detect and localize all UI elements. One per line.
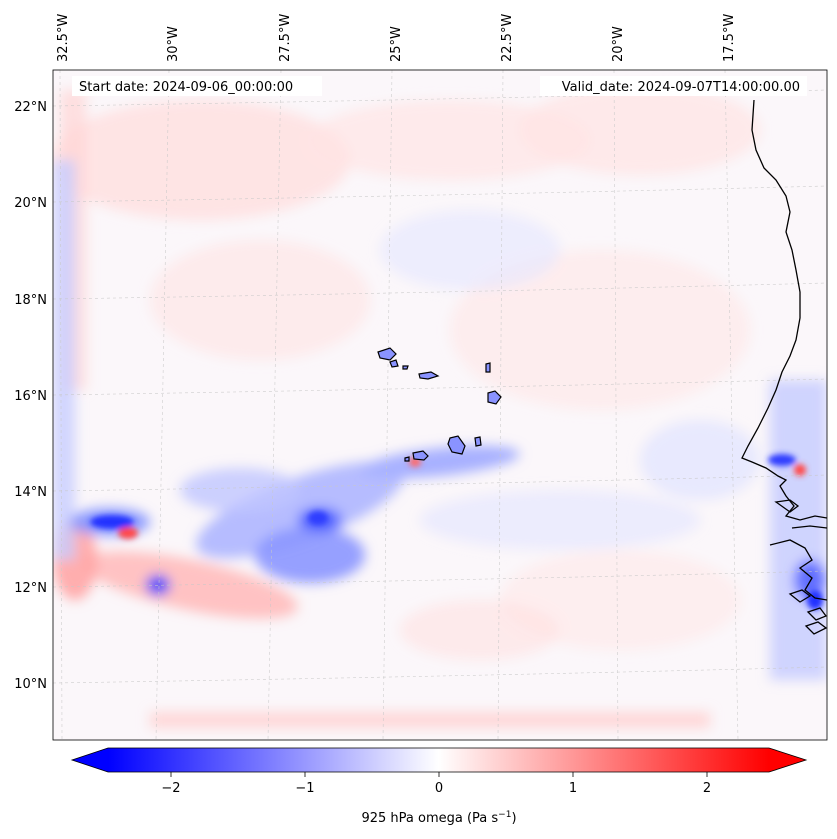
lat-label: 18°N <box>14 293 47 308</box>
colorbar-ticks <box>170 772 708 777</box>
colorbar-tick-label: −2 <box>161 781 180 796</box>
colorbar-title-main: 925 hPa omega (Pa s <box>361 811 498 826</box>
lon-label: 25°W <box>389 26 404 62</box>
coastline <box>741 99 827 635</box>
colorbar-title: 925 hPa omega (Pa s−1) <box>361 810 516 826</box>
start-date-label: Start date: 2024-09-06_00:00:00 <box>79 80 293 95</box>
colorbar-extend-min <box>72 748 108 772</box>
longitude-labels: 32.5°W 30°W 27.5°W 25°W 22.5°W 20°W 17.5… <box>56 14 737 62</box>
gridlines <box>53 70 827 740</box>
lon-label: 32.5°W <box>56 14 71 62</box>
colorbar: −2 −1 0 1 2 925 hPa omega (Pa s−1) <box>70 747 808 826</box>
colorbar-tick-label: −1 <box>295 781 314 796</box>
lat-label: 22°N <box>14 100 47 115</box>
omega-field <box>53 85 827 728</box>
colorbar-extend-max <box>769 748 806 772</box>
start-date-box <box>72 76 322 96</box>
lon-label: 30°W <box>166 26 181 62</box>
map-panel <box>53 70 827 740</box>
lat-label: 10°N <box>14 677 47 692</box>
map-frame <box>52 69 828 741</box>
colorbar-tick-label: 1 <box>569 781 577 796</box>
valid-date-label: Valid_date: 2024-09-07T14:00:00.00 <box>562 80 800 95</box>
colorbar-title-exp: −1 <box>498 810 511 820</box>
lat-label: 14°N <box>14 485 47 500</box>
colorbar-ramp <box>108 748 769 772</box>
lon-label: 27.5°W <box>278 14 293 62</box>
lon-label: 22.5°W <box>500 14 515 62</box>
latitude-labels: 22°N 20°N 18°N 16°N 14°N 12°N 10°N <box>14 100 47 692</box>
colorbar-tick-label: 0 <box>435 781 443 796</box>
colorbar-tick-label: 2 <box>703 781 711 796</box>
cape-verde-islands <box>377 347 502 462</box>
lat-label: 16°N <box>14 389 47 404</box>
omega-extremes <box>90 454 823 610</box>
lat-label: 12°N <box>14 581 47 596</box>
colorbar-title-close: ) <box>511 811 516 826</box>
lon-label: 17.5°W <box>722 14 737 62</box>
lon-label: 20°W <box>611 26 626 62</box>
colorbar-outline <box>70 747 808 773</box>
valid-date-box <box>540 76 807 96</box>
lat-label: 20°N <box>14 196 47 211</box>
